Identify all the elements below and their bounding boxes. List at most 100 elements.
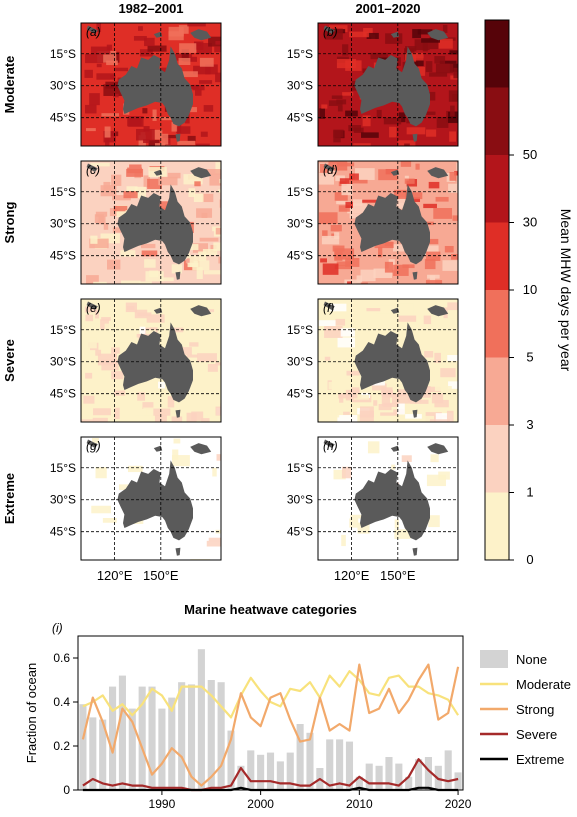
ocean-variation-patch	[440, 368, 456, 378]
ocean-variation-patch	[136, 128, 155, 141]
ocean-variation-patch	[426, 474, 446, 487]
panel-letter: (f)	[323, 301, 334, 315]
ocean-variation-patch	[381, 395, 391, 407]
ocean-variation-patch	[127, 465, 143, 473]
ocean-variation-patch	[171, 416, 183, 422]
ocean-variation-patch	[83, 395, 95, 404]
ocean-variation-patch	[355, 389, 360, 393]
ocean-variation-patch	[348, 125, 361, 132]
ocean-variation-patch	[156, 201, 175, 211]
ocean-variation-patch	[197, 353, 217, 362]
ocean-variation-patch	[85, 104, 97, 114]
bar-none	[286, 752, 294, 790]
ocean-variation-patch	[152, 109, 157, 121]
ocean-variation-patch	[189, 255, 198, 267]
ocean-variation-patch	[101, 359, 119, 371]
ocean-variation-patch	[171, 264, 183, 274]
map-frame	[317, 436, 459, 561]
ocean-variation-patch	[89, 93, 100, 106]
ocean-variation-patch	[187, 23, 206, 27]
colorbar-segment	[485, 425, 509, 493]
ocean-variation-patch	[193, 42, 201, 46]
ocean-variation-patch	[337, 415, 358, 422]
ocean-variation-patch	[333, 130, 341, 143]
ocean-variation-patch	[405, 46, 417, 52]
ocean-variation-patch	[198, 251, 207, 262]
ocean-variation-patch	[392, 393, 411, 404]
bar-none	[148, 686, 156, 790]
legend-label: Moderate	[516, 677, 571, 692]
ocean-variation-patch	[429, 72, 448, 77]
ocean-variation-patch	[93, 281, 107, 284]
latitude-label: 45°S	[287, 525, 313, 539]
ocean-variation-patch	[189, 342, 199, 347]
bar-none	[276, 761, 284, 790]
latitude-label: 15°S	[287, 461, 313, 475]
ocean-variation-patch	[216, 454, 221, 461]
longitude-label: 120°E	[97, 568, 133, 583]
ocean-variation-patch	[141, 250, 158, 257]
ocean-variation-patch	[451, 254, 458, 260]
colorbar-segment	[485, 155, 509, 223]
ocean-variation-patch	[85, 128, 96, 132]
ocean-variation-patch	[207, 363, 218, 372]
ocean-variation-patch	[384, 241, 393, 247]
ocean-variation-patch	[415, 163, 420, 170]
panel-letter: (g)	[86, 439, 101, 453]
ocean-variation-patch	[143, 126, 150, 132]
ocean-variation-patch	[424, 415, 435, 422]
ocean-variation-patch	[320, 258, 327, 263]
ocean-variation-patch	[107, 259, 121, 270]
longitude-label: 150°E	[143, 568, 179, 583]
ocean-variation-patch	[434, 385, 452, 391]
ocean-variation-patch	[378, 247, 383, 258]
series-line-moderate	[82, 670, 460, 719]
ocean-variation-patch	[93, 408, 111, 416]
ocean-variation-patch	[449, 131, 457, 142]
ocean-variation-patch	[360, 269, 376, 282]
ocean-variation-patch	[453, 67, 458, 79]
ocean-variation-patch	[196, 42, 213, 55]
ocean-variation-patch	[334, 232, 340, 240]
ocean-variation-patch	[168, 31, 184, 41]
ocean-variation-patch	[187, 135, 196, 142]
row-label: Strong	[2, 202, 17, 244]
ocean-variation-patch	[215, 227, 221, 235]
ocean-variation-patch	[215, 406, 221, 416]
period-header: 1982–2001	[118, 1, 183, 16]
ocean-variation-patch	[399, 202, 404, 209]
ocean-variation-patch	[325, 28, 343, 40]
ocean-variation-patch	[139, 49, 153, 57]
ocean-variation-patch	[194, 41, 204, 50]
ocean-variation-patch	[144, 259, 156, 268]
ocean-variation-patch	[126, 186, 138, 192]
ocean-variation-patch	[94, 309, 99, 319]
bar-none	[306, 732, 314, 790]
ocean-variation-patch	[196, 267, 203, 279]
ocean-variation-patch	[342, 319, 361, 327]
ocean-variation-patch	[434, 399, 449, 408]
ocean-variation-patch	[318, 172, 335, 185]
bar-none	[178, 682, 186, 790]
ocean-variation-patch	[84, 306, 98, 313]
latitude-label: 45°S	[287, 387, 313, 401]
x-tick-label: 1990	[149, 797, 176, 811]
ocean-variation-patch	[322, 230, 328, 238]
ocean-variation-patch	[429, 419, 450, 422]
ocean-variation-patch	[380, 412, 397, 416]
ocean-variation-patch	[394, 529, 411, 539]
ocean-variation-patch	[320, 307, 329, 312]
y-tick-label: 0	[63, 783, 70, 797]
ocean-variation-patch	[321, 235, 340, 245]
ocean-variation-patch	[205, 64, 218, 75]
ocean-variation-patch	[215, 72, 221, 83]
map-panels: 1982–2001 2001–2020 Moderate Strong Severe Ex…	[2, 1, 459, 583]
ocean-variation-patch	[167, 172, 181, 179]
ocean-variation-patch	[177, 140, 196, 145]
ocean-variation-patch	[143, 407, 160, 416]
ocean-variation-patch	[343, 411, 350, 415]
ocean-variation-patch	[400, 161, 412, 167]
latitude-label: 15°S	[50, 323, 76, 337]
ocean-variation-patch	[199, 57, 214, 67]
